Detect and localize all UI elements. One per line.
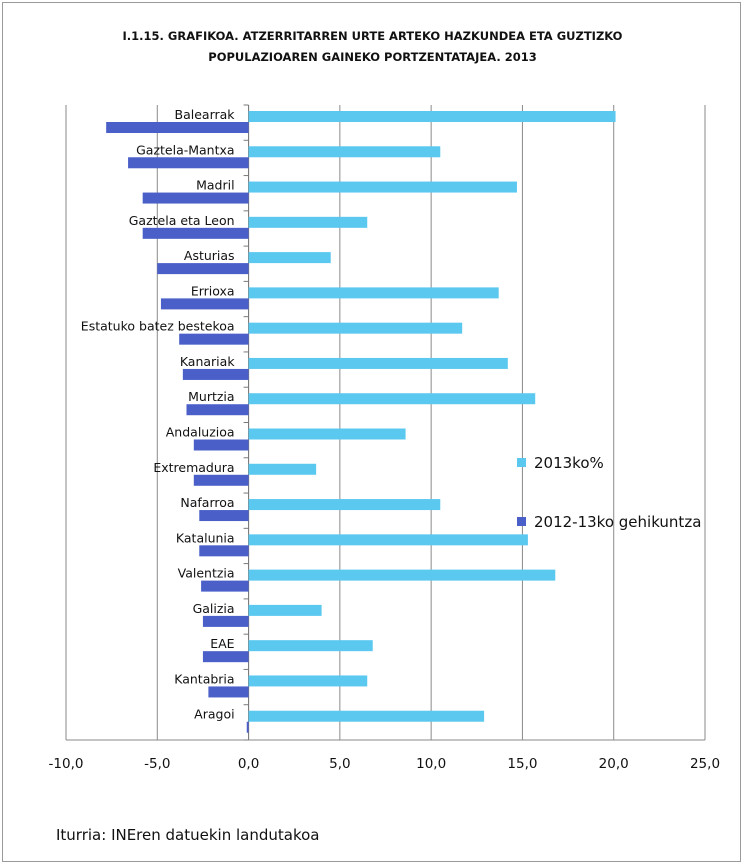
bar-change-gaztela-eta-leon — [142, 227, 249, 239]
category-label-katalunia: Katalunia — [176, 530, 235, 545]
bar-pct-gaztela-eta-leon — [248, 216, 368, 228]
legend-swatch-2 — [517, 517, 526, 526]
bar-pct-gaztela-mantxa — [248, 146, 441, 158]
bar-pct-estatuko-batez-bestekoa — [248, 322, 463, 334]
chart-title-line-2: POPULAZIOAREN GAINEKO PORTZENTATAJEA. 20… — [208, 50, 537, 64]
bar-change-kantabria — [208, 686, 249, 698]
x-tick-label-5: 15,0 — [507, 756, 537, 772]
bar-change-aragoi — [246, 721, 249, 733]
bar-change-eae — [202, 651, 249, 663]
bar-pct-extremadura — [248, 463, 317, 475]
bar-change-madril — [142, 192, 249, 204]
category-label-valentzia: Valentzia — [178, 566, 235, 581]
x-tick-label-3: 5,0 — [329, 756, 350, 772]
category-label-gaztela-eta-leon: Gaztela eta Leon — [129, 213, 235, 228]
category-label-aragoi: Aragoi — [194, 707, 234, 722]
bar-pct-asturias — [248, 252, 331, 264]
bar-pct-kantabria — [248, 675, 368, 687]
bar-change-extremadura — [193, 474, 249, 486]
category-label-murtzia: Murtzia — [188, 389, 234, 404]
bar-pct-andaluzioa — [248, 428, 406, 440]
bar-pct-eae — [248, 640, 373, 652]
x-tick-label-0: -10,0 — [49, 756, 84, 772]
legend-label-1: 2013ko% — [534, 454, 604, 472]
legend-label-2: 2012-13ko gehikuntza — [534, 513, 701, 531]
bar-change-murtzia — [186, 404, 249, 416]
source-note: Iturria: INEren datuekin landutakoa — [56, 826, 320, 844]
category-label-gaztela-mantxa: Gaztela-Mantxa — [136, 142, 234, 157]
category-label-galizia: Galizia — [193, 601, 235, 616]
x-tick-label-4: 10,0 — [416, 756, 446, 772]
bars — [106, 111, 616, 733]
bar-change-gaztela-mantxa — [128, 157, 249, 169]
category-label-errioxa: Errioxa — [191, 283, 235, 298]
bar-pct-katalunia — [248, 534, 528, 546]
x-tick-label-7: 25,0 — [690, 756, 720, 772]
bar-pct-valentzia — [248, 569, 556, 581]
category-label-andaluzioa: Andaluzioa — [166, 425, 235, 440]
legend-swatch-1 — [517, 458, 526, 467]
category-label-estatuko-batez-bestekoa: Estatuko batez bestekoa — [81, 319, 235, 334]
bar-pct-murtzia — [248, 393, 536, 405]
x-axis-tick-labels: -10,0 -5,0 0,0 5,0 10,0 15,0 20,0 25,0 — [49, 756, 721, 772]
bar-pct-aragoi — [248, 710, 485, 722]
bar-pct-nafarroa — [248, 499, 441, 511]
category-label-nafarroa: Nafarroa — [180, 495, 234, 510]
chart-title: I.1.15. GRAFIKOA. ATZERRITARREN URTE ART… — [0, 26, 745, 68]
bar-change-katalunia — [199, 545, 249, 557]
x-tick-label-1: -5,0 — [144, 756, 170, 772]
bar-pct-balearrak — [248, 111, 616, 122]
bar-pct-galizia — [248, 604, 322, 616]
category-label-asturias: Asturias — [184, 248, 235, 263]
bar-pct-errioxa — [248, 287, 499, 299]
bar-change-nafarroa — [199, 510, 249, 522]
bar-change-valentzia — [201, 580, 249, 592]
bar-change-errioxa — [160, 298, 249, 310]
category-labels: Balearrak Gaztela-Mantxa Madril Gaztela eta… — [81, 107, 236, 722]
category-label-balearrak: Balearrak — [175, 107, 236, 122]
category-label-kantabria: Kantabria — [174, 671, 234, 686]
x-tick-label-6: 20,0 — [599, 756, 629, 772]
bar-pct-kanariak — [248, 357, 508, 369]
bar-change-balearrak — [106, 122, 249, 133]
category-label-madril: Madril — [196, 178, 234, 193]
category-label-eae: EAE — [210, 636, 234, 651]
bar-change-asturias — [157, 263, 249, 275]
x-tick-label-2: 0,0 — [238, 756, 259, 772]
legend: 2013ko% 2012-13ko gehikuntza — [517, 454, 701, 531]
bar-change-galizia — [202, 615, 249, 627]
category-label-kanariak: Kanariak — [180, 354, 235, 369]
bar-pct-madril — [248, 181, 517, 193]
category-label-extremadura: Extremadura — [153, 460, 234, 475]
bar-change-kanariak — [182, 368, 249, 380]
grid — [65, 104, 706, 741]
bar-change-estatuko-batez-bestekoa — [179, 333, 249, 345]
bar-change-andaluzioa — [193, 439, 249, 451]
chart-title-line-1: I.1.15. GRAFIKOA. ATZERRITARREN URTE ART… — [122, 29, 623, 43]
